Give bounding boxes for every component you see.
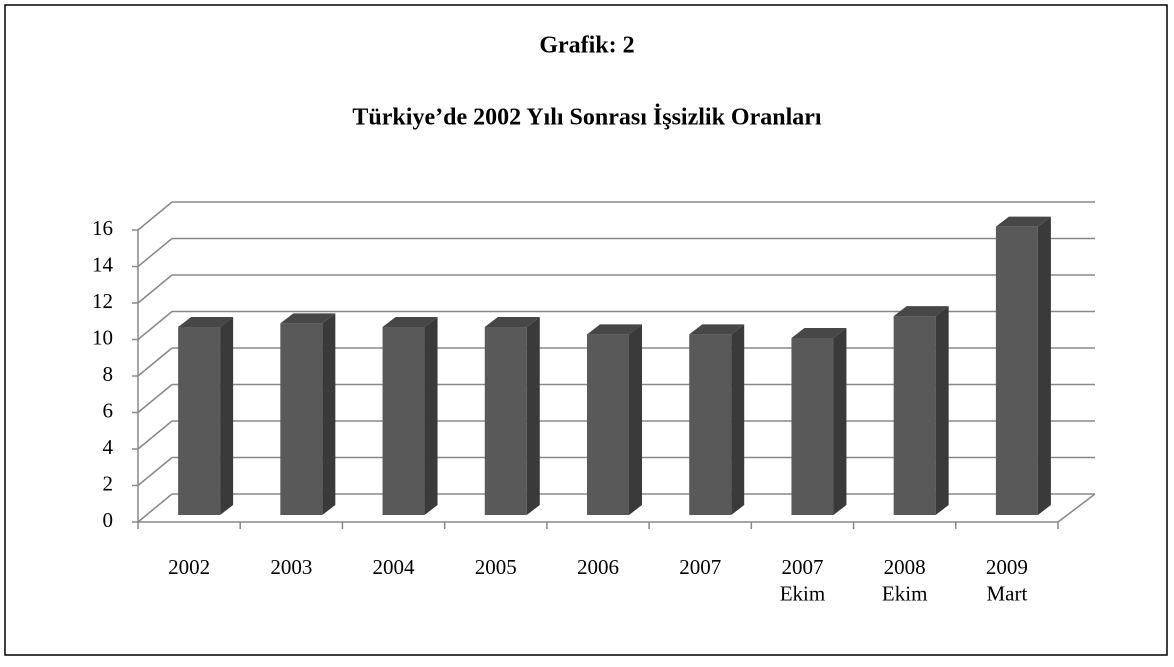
bar — [382, 327, 425, 515]
y-tick-label: 2 — [103, 471, 114, 495]
chart-subtitle: Türkiye’de 2002 Yılı Sonrası İşsizlik Or… — [352, 105, 821, 131]
bar — [484, 327, 527, 515]
bar — [995, 226, 1038, 515]
bar-side — [935, 306, 949, 515]
x-tick-label: 2007 Ekim — [780, 555, 826, 605]
bar — [791, 337, 834, 515]
y-tick-label: 4 — [103, 435, 114, 459]
y-tick-label: 8 — [103, 362, 114, 386]
floor-edge — [1057, 493, 1096, 523]
grid-line — [137, 237, 173, 268]
bar-top — [791, 327, 847, 338]
bar — [280, 323, 323, 515]
bar-top — [893, 306, 949, 317]
x-tick-label: 2007 — [679, 555, 721, 579]
bar-top — [382, 317, 438, 328]
bar-top — [484, 317, 540, 328]
bar — [893, 316, 936, 515]
grid-line — [137, 493, 173, 523]
bar-side — [833, 327, 847, 515]
x-tick-label: 2008 Ekim — [882, 555, 928, 605]
x-tick-label: 2006 — [577, 555, 619, 579]
bar — [689, 334, 732, 515]
bar-side — [731, 324, 745, 515]
x-tick-label: 2005 — [475, 555, 517, 579]
bar-side — [322, 313, 336, 515]
grid-line — [137, 310, 173, 341]
bar-side — [526, 317, 540, 515]
x-tick-label: 2003 — [270, 555, 312, 579]
bar-top — [995, 216, 1051, 227]
x-tick-label: 2002 — [168, 555, 210, 579]
grid-line — [137, 274, 173, 304]
chart-title: Grafik: 2 — [539, 33, 634, 59]
grid-line — [137, 383, 173, 414]
grid-line — [137, 456, 173, 487]
y-tick-label: 16 — [92, 216, 113, 240]
y-tick-label: 10 — [92, 325, 113, 349]
y-tick-label: 12 — [92, 289, 113, 313]
y-tick-label: 14 — [92, 252, 114, 276]
x-tick-label: 2004 — [373, 555, 416, 579]
grid-line — [137, 420, 173, 450]
bar-side — [629, 324, 642, 515]
bar-top — [587, 324, 642, 335]
y-tick-label: 6 — [103, 398, 114, 422]
grid-line — [137, 347, 173, 377]
bar-side — [220, 317, 234, 515]
y-tick-label: 0 — [103, 508, 114, 532]
bar-side — [1037, 216, 1051, 515]
bar — [587, 334, 629, 515]
x-tick-label: 2009 Mart — [986, 555, 1028, 605]
bar-side — [424, 317, 438, 515]
grid-line — [137, 201, 173, 231]
bar — [178, 327, 221, 515]
bar-top — [689, 324, 745, 335]
bar-top — [280, 313, 336, 324]
bar-top — [178, 317, 234, 328]
